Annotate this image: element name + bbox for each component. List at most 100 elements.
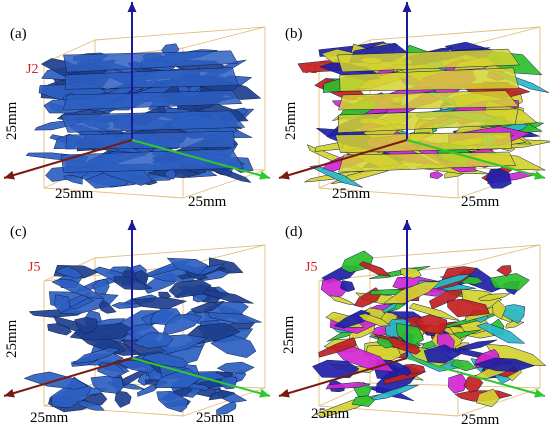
panel-letter: (b): [285, 26, 303, 42]
y-axis-line: [131, 139, 271, 179]
right-dimension-label: 25mm: [196, 410, 235, 426]
fracture-network: [297, 41, 550, 189]
fracture-patch: [478, 293, 511, 301]
x-axis-arrowhead: [4, 170, 15, 180]
fracture-patch: [447, 298, 490, 318]
fracture-patch: [166, 257, 209, 275]
fracture-sheet: [339, 67, 520, 92]
x-axis-arrowhead: [4, 388, 15, 398]
front-dimension-label: 25mm: [30, 410, 69, 426]
z-axis-arrowhead: [127, 220, 137, 230]
left-dimension-label: 25mm: [4, 101, 20, 140]
fracture-patch: [51, 279, 106, 299]
fracture-patch: [72, 347, 121, 365]
fracture-patch: [210, 334, 257, 358]
box-edge: [369, 244, 541, 259]
fracture-patch: [308, 165, 363, 188]
box-edge: [94, 244, 266, 259]
fracture-patch: [357, 313, 391, 327]
fracture-patch: [311, 359, 360, 378]
fracture-patch: [351, 395, 376, 407]
panel-b: (b) J2 25mm 25mm 25mm: [275, 0, 550, 218]
x-axis-line: [278, 139, 408, 179]
left-dimension-label: 25mm: [281, 315, 297, 354]
coordinate-axes: [3, 220, 271, 398]
fracture-patch: [320, 277, 348, 297]
fracture-patch: [340, 280, 356, 293]
fracture-patch: [158, 291, 172, 299]
fracture-patch: [54, 266, 84, 279]
box-edge: [457, 244, 541, 267]
fracture-patch: [168, 279, 212, 299]
fracture-patch: [492, 299, 507, 320]
fracture-patch: [329, 295, 356, 306]
fracture-patch: [408, 303, 460, 321]
box-edge: [43, 187, 184, 199]
fracture-sheet: [336, 48, 520, 73]
fracture-patch: [69, 322, 136, 341]
fracture-patch: [114, 390, 132, 408]
x-axis-arrowhead: [279, 170, 290, 180]
box-edge: [182, 169, 266, 199]
panel-d: (d) J5 25mm 25mm 25mm: [275, 218, 550, 437]
left-dimension-label: 25mm: [283, 101, 299, 140]
fracture-render-a: [3, 2, 271, 199]
sample-label: J5: [305, 260, 318, 275]
right-dimension-label: 25mm: [461, 412, 500, 428]
fracture-patch: [414, 314, 448, 335]
y-axis-line: [406, 357, 546, 397]
fracture-patch: [318, 337, 357, 358]
y-axis-arrowhead: [534, 389, 545, 398]
sample-label: J2: [305, 62, 318, 77]
fracture-patch: [429, 171, 444, 180]
fracture-patch: [463, 374, 484, 393]
fracture-patch: [358, 261, 392, 277]
fracture-patch: [54, 294, 71, 313]
front-dimension-label: 25mm: [332, 186, 371, 202]
fracture-patch: [325, 381, 371, 390]
fracture-patch: [73, 317, 98, 335]
fracture-patch: [98, 299, 117, 314]
front-dimension-label: 25mm: [311, 406, 350, 422]
front-dimension-label: 25mm: [55, 186, 94, 202]
fracture-sheet: [62, 90, 243, 111]
coordinate-axes: [278, 220, 546, 398]
box-edge: [94, 26, 266, 41]
fracture-render-b: [278, 2, 550, 199]
fracture-patch: [208, 390, 236, 401]
box-edge: [318, 187, 459, 199]
x-axis-arrowhead: [279, 388, 290, 398]
fracture-patch: [476, 322, 526, 344]
fracture-patch: [90, 375, 124, 394]
fracture-patch: [450, 359, 477, 372]
fracture-patch: [216, 401, 237, 415]
z-axis-arrowhead: [402, 220, 412, 230]
fracture-patch: [62, 175, 83, 185]
sample-label: J2: [26, 62, 39, 77]
fracture-patch: [489, 273, 530, 291]
y-axis-arrowhead: [259, 171, 270, 180]
y-axis-arrowhead: [534, 171, 545, 180]
fracture-patch: [207, 312, 262, 324]
fracture-patch: [496, 265, 512, 277]
fracture-sheet: [63, 50, 239, 73]
y-axis-line: [406, 139, 546, 179]
fracture-sheet: [64, 67, 239, 90]
z-axis-arrowhead: [127, 2, 137, 12]
fracture-patch: [162, 313, 203, 337]
fracture-patch: [473, 357, 536, 372]
x-axis-line: [3, 139, 133, 179]
right-dimension-label: 25mm: [188, 194, 227, 210]
fracture-patch: [383, 281, 441, 304]
y-axis-arrowhead: [259, 389, 270, 398]
right-dimension-label: 25mm: [461, 194, 500, 210]
box-edge: [182, 387, 266, 417]
fracture-network: [311, 250, 547, 418]
fracture-network: [23, 257, 262, 415]
x-axis-line: [3, 357, 133, 397]
fracture-patch: [92, 278, 110, 295]
fracture-patch: [76, 400, 105, 411]
y-axis-line: [131, 357, 271, 397]
fracture-patch: [133, 332, 174, 349]
left-dimension-label: 25mm: [4, 319, 20, 358]
